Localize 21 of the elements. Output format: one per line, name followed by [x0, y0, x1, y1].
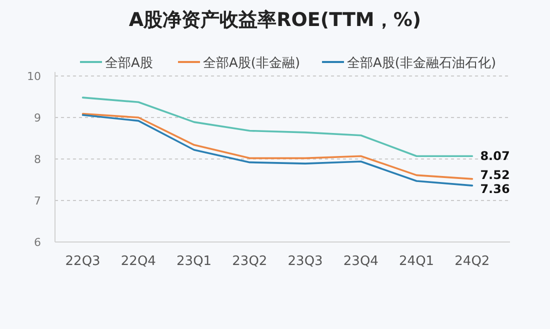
x-tick-label: 24Q1	[399, 254, 434, 269]
legend-label: 全部A股(非金融)	[203, 56, 300, 71]
data-label: 7.36	[480, 182, 510, 196]
x-tick-label: 22Q4	[120, 254, 156, 269]
data-label: 8.07	[480, 149, 510, 164]
chart-title: A股净资产收益率ROE(TTM，%)	[128, 9, 422, 31]
x-tick-label: 23Q1	[176, 254, 212, 269]
x-tick-label: 22Q3	[65, 254, 100, 269]
x-tick-label: 23Q4	[343, 254, 378, 269]
y-tick-label: 7	[34, 194, 41, 208]
y-tick-label: 9	[34, 112, 41, 124]
y-tick-label: 8	[34, 153, 41, 166]
x-tick-label: 23Q3	[288, 254, 323, 269]
x-tick-label: 23Q2	[232, 254, 268, 269]
y-tick-label: 10	[27, 70, 41, 83]
legend-label: 全部A股	[105, 56, 153, 71]
data-label: 7.52	[480, 168, 510, 182]
y-tick-label: 6	[34, 236, 41, 249]
line-series	[82, 96, 474, 157]
x-tick-label: 24Q2	[454, 254, 490, 269]
legend-label: 全部A股(非金融石油石化)	[347, 56, 496, 71]
